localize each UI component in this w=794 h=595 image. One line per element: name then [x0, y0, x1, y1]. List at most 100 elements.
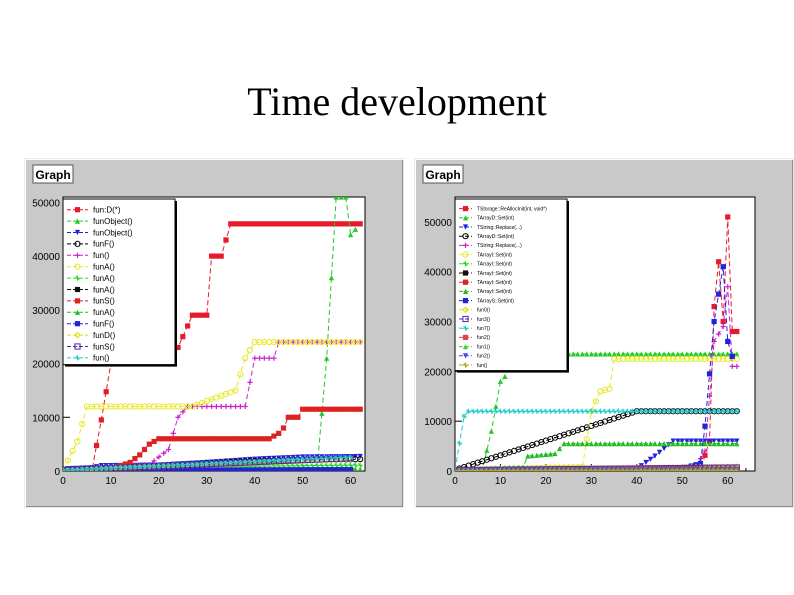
series-point — [137, 464, 143, 470]
series-point — [620, 351, 626, 357]
series-point — [579, 351, 585, 357]
series-point — [470, 467, 476, 471]
x-tick-label: 50 — [677, 476, 689, 487]
series-point — [534, 467, 540, 471]
series-point — [716, 408, 722, 414]
series-point — [511, 467, 517, 471]
series-point — [137, 452, 143, 458]
series-point — [247, 221, 253, 227]
series-point — [702, 452, 708, 458]
series-point — [625, 441, 631, 447]
series-point — [706, 467, 713, 471]
series-point — [616, 467, 622, 471]
series-point — [103, 389, 109, 395]
series-point — [352, 406, 359, 412]
series-point — [529, 467, 535, 471]
series-point — [300, 221, 306, 227]
graph-title-frame — [422, 164, 464, 184]
series-point — [461, 413, 467, 419]
series-point — [223, 403, 229, 410]
legend-marker — [462, 242, 469, 248]
series-point — [261, 221, 267, 227]
series-point — [338, 221, 344, 227]
series-point — [185, 467, 191, 471]
series-point — [725, 284, 731, 290]
series-point — [725, 338, 731, 345]
series-point — [556, 445, 563, 452]
series-point — [734, 363, 740, 369]
legend-entry: TString::Replace(...) — [477, 243, 522, 249]
series-point — [338, 197, 344, 200]
legend-marker — [462, 362, 469, 368]
series-point — [670, 408, 676, 414]
series-point — [652, 408, 658, 414]
series-point — [643, 351, 649, 357]
series-point — [276, 457, 282, 463]
series-point — [199, 461, 205, 467]
series-point — [232, 387, 239, 394]
series-point — [584, 467, 590, 471]
series-point — [606, 408, 613, 414]
legend-entry: fun1() — [477, 344, 490, 350]
series-point — [475, 467, 481, 471]
series-point — [642, 355, 650, 363]
series-point — [93, 466, 100, 471]
series-point — [352, 226, 359, 232]
legend-marker — [74, 355, 81, 361]
legend-entry: TArrayD::Set(int) — [477, 216, 514, 222]
series-point — [328, 467, 335, 471]
x-tick-label: 30 — [586, 476, 598, 487]
series-point — [666, 408, 672, 414]
series-point — [697, 460, 704, 467]
series-point — [543, 467, 549, 471]
series-point — [702, 467, 708, 471]
series-point — [89, 466, 95, 471]
series-point — [652, 467, 658, 471]
series-point — [199, 312, 205, 318]
series-point — [734, 328, 740, 335]
series-point — [570, 441, 576, 447]
series-point — [634, 467, 640, 471]
series-point — [502, 408, 508, 414]
series-point — [338, 454, 344, 461]
series-point — [343, 467, 349, 471]
series-point — [634, 351, 640, 357]
series-point — [252, 436, 258, 442]
series-point — [333, 197, 339, 200]
series-point — [720, 318, 726, 325]
series-point — [266, 355, 272, 361]
series-point — [710, 355, 718, 363]
series-point — [466, 467, 472, 471]
series-point — [484, 408, 490, 414]
series-point — [108, 465, 114, 471]
series-point — [213, 253, 219, 259]
series-point — [575, 441, 581, 447]
series-point — [290, 414, 296, 420]
series-point — [497, 467, 504, 471]
series-point — [620, 441, 626, 447]
series-point — [223, 460, 229, 466]
legend-marker — [74, 240, 81, 248]
series-point — [319, 410, 325, 416]
series-point — [725, 214, 731, 220]
series-point — [629, 351, 635, 357]
series-point — [497, 408, 504, 414]
series-point — [204, 312, 210, 318]
series-point — [276, 221, 282, 227]
series-point — [141, 446, 148, 453]
series-point — [170, 462, 176, 468]
series-point — [597, 408, 604, 414]
series-point — [552, 408, 558, 414]
series-point — [529, 453, 535, 459]
series-point — [242, 403, 248, 410]
legend-marker — [462, 251, 469, 258]
series-point — [304, 467, 311, 471]
series-point — [127, 459, 133, 466]
series-point — [74, 438, 81, 445]
series-point — [185, 436, 191, 442]
series-point — [189, 436, 196, 442]
series-point — [280, 467, 287, 471]
legend-entry: TArrayI::Set(int) — [477, 289, 512, 295]
series-point — [213, 467, 219, 471]
series-point — [570, 408, 576, 414]
